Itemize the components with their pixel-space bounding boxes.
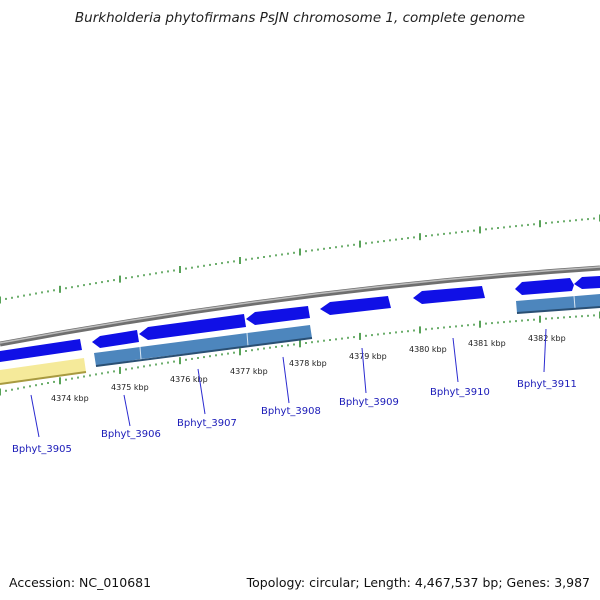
tick-label: 4380 kbp [409,345,447,354]
scale-labels: 4374 kbp 4375 kbp 4376 kbp 4377 kbp 4378… [51,334,566,403]
reverse-gene-b[interactable] [140,333,248,359]
tick-label: 4374 kbp [51,394,89,403]
gene-bphyt-3906[interactable] [92,330,139,348]
leader-line [452,337,459,383]
leader-line [197,368,206,415]
tick-label: 4381 kbp [468,339,506,348]
leader-line [282,356,290,404]
tick-ring-outer [0,214,600,304]
gene-label-bphyt-3908[interactable]: Bphyt_3908 [261,406,321,417]
gene-bphyt-3908[interactable] [246,306,310,325]
genome-backbone [0,265,600,347]
yellow-feature [0,358,87,385]
tick-label: 4375 kbp [111,383,149,392]
tick-label: 4377 kbp [230,367,268,376]
reverse-gene-a[interactable] [94,347,141,366]
genome-summary-text: Topology: circular; Length: 4,467,537 bp… [246,575,590,590]
gene-bphyt-3910[interactable] [413,286,485,304]
gene-next-forward[interactable] [574,276,600,289]
leader-line [30,394,40,438]
gene-label-bphyt-3909[interactable]: Bphyt_3909 [339,397,399,408]
reverse-gene-c[interactable] [247,325,312,346]
label-leaders [30,328,547,438]
accession-text: Accession: NC_010681 [9,575,152,590]
gene-bphyt-3909[interactable] [320,296,391,315]
gene-labels: Bphyt_3905 Bphyt_3906 Bphyt_3907 Bphyt_3… [12,379,577,455]
gene-bphyt-3911[interactable] [515,278,574,295]
reverse-genes [94,294,600,367]
gene-label-bphyt-3906[interactable]: Bphyt_3906 [101,429,161,440]
tick-label: 4378 kbp [289,359,327,368]
leader-line [543,328,547,373]
tick-label: 4376 kbp [170,375,208,384]
tick-label: 4382 kbp [528,334,566,343]
map-title: Burkholderia phytofirmans PsJN chromosom… [74,10,526,26]
gene-label-bphyt-3907[interactable]: Bphyt_3907 [177,418,237,429]
forward-genes [0,276,600,362]
feature-yellow-bar[interactable] [0,358,86,384]
leader-line [361,347,367,394]
gene-bphyt-3907[interactable] [139,314,246,340]
gene-bphyt-3905-forward[interactable] [0,339,82,362]
gene-label-bphyt-3905[interactable]: Bphyt_3905 [12,444,72,455]
gene-label-bphyt-3910[interactable]: Bphyt_3910 [430,387,490,398]
leader-line [123,394,131,427]
tick-label: 4379 kbp [349,352,387,361]
gene-label-bphyt-3911[interactable]: Bphyt_3911 [517,379,577,390]
tick-ring-inner [0,311,600,396]
